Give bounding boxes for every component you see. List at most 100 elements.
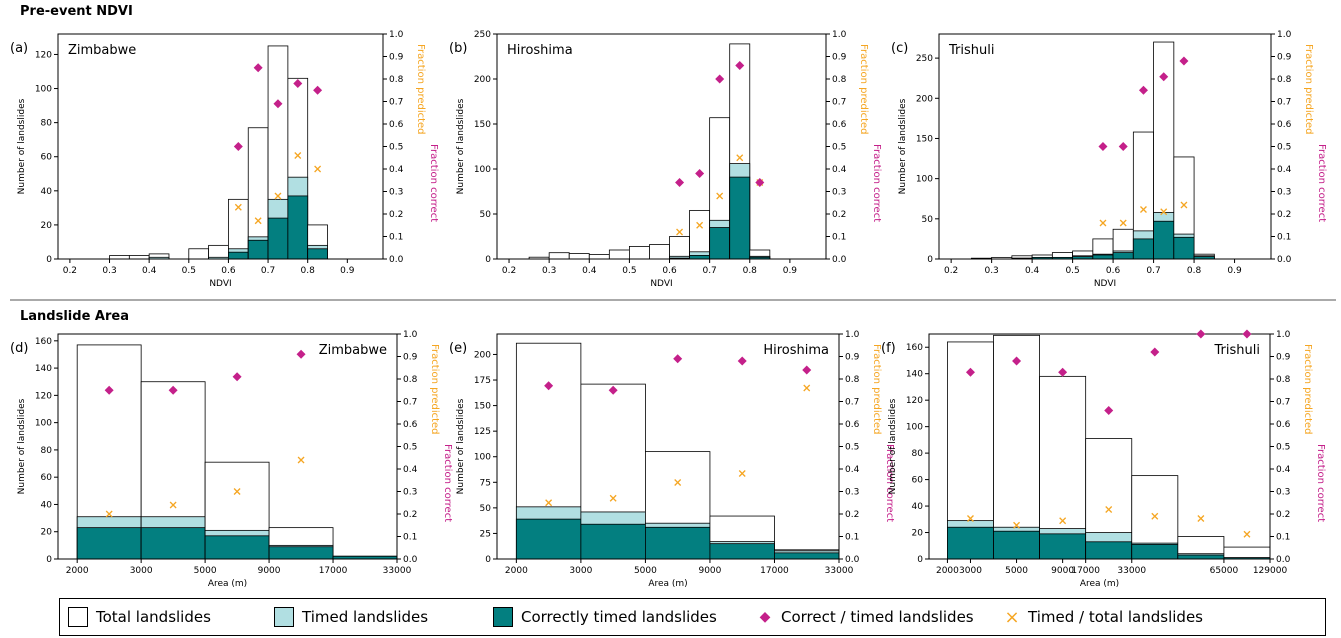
fraction-predicted-marker <box>254 217 262 225</box>
legend-label-frac-correct: Correct / timed landslides <box>781 608 974 626</box>
x-tick-label: 0.6 <box>662 266 677 276</box>
x-tick-label: 65000 <box>1210 566 1239 576</box>
fraction-predicted-marker <box>1160 208 1168 216</box>
y-axis-label: Number of landslides <box>456 398 466 494</box>
fraction-predicted-marker <box>1059 517 1067 525</box>
x-tick-label: 0.4 <box>1025 266 1040 276</box>
y-tick-label: 20 <box>41 221 53 231</box>
fraction-correct-marker <box>755 178 765 187</box>
x-tick-label: 0.7 <box>702 266 716 276</box>
fraction-predicted-marker <box>1197 515 1205 522</box>
y2-tick-label: 0.4 <box>1277 165 1292 175</box>
fraction-predicted-marker <box>736 154 744 162</box>
y2-tick-label: 0.1 <box>845 533 859 543</box>
y2-tick-label: 0.8 <box>403 375 418 385</box>
y-tick-label: 0 <box>485 255 491 265</box>
fraction-predicted-marker <box>105 510 113 518</box>
y2-tick-label: 0.9 <box>403 353 418 363</box>
section-title-area: Landslide Area <box>20 309 129 324</box>
fraction-correct-marker <box>104 385 114 395</box>
cross-stroke <box>254 217 262 225</box>
x-tick-label: 5000 <box>1005 566 1028 576</box>
fraction-correct-marker <box>1118 142 1128 151</box>
y2-axis-label-predicted: Fraction predicted <box>858 44 869 135</box>
bar-correct <box>307 248 328 260</box>
cross-stroke <box>609 494 617 502</box>
fraction-predicted-marker <box>234 203 242 211</box>
legend-item-correct: Correctly timed landslides <box>493 599 717 635</box>
legend-label-timed: Timed landslides <box>302 608 429 626</box>
bar-correct <box>645 526 711 560</box>
y2-tick-label: 0.3 <box>389 188 403 198</box>
y-tick-label: 100 <box>906 423 923 433</box>
bar-total <box>608 249 630 260</box>
bar-correct <box>1112 252 1134 260</box>
x-tick-label: 0.2 <box>63 266 77 276</box>
y2-tick-label: 0.5 <box>832 143 846 153</box>
y-tick-label: 140 <box>906 370 923 380</box>
bar-total <box>669 236 690 260</box>
x-tick-label: 0.7 <box>1146 266 1160 276</box>
x-tick-label: 0.4 <box>142 266 157 276</box>
fraction-correct-marker <box>232 372 242 382</box>
x-axis-label: Area (m) <box>1080 579 1119 589</box>
cross-stroke <box>1197 515 1205 522</box>
y-tick-label: 160 <box>35 337 52 347</box>
bar-correct <box>1131 544 1179 560</box>
chart-a: 0.2 0.3 0.4 0.5 0.6 0.7 0.8 0.9 0 20 40 60 80 100 120 0… <box>10 30 439 289</box>
cross-stroke <box>1140 206 1147 213</box>
diamond-marker-icon: ◆ <box>759 609 771 625</box>
x-tick-label: 5000 <box>194 566 217 576</box>
y-tick-label: 100 <box>35 419 52 429</box>
legend-item-total: Total landslides <box>68 599 211 635</box>
cross-stroke <box>1013 521 1021 529</box>
bar-correct <box>247 239 269 260</box>
y2-tick-label: 0.8 <box>845 375 860 385</box>
y-tick-label: 40 <box>41 500 53 510</box>
y2-tick-label: 0.3 <box>832 188 846 198</box>
y2-tick-label: 0.6 <box>845 420 860 430</box>
y2-tick-label: 1.0 <box>389 30 404 40</box>
y2-tick-label: 0.2 <box>845 510 859 520</box>
bar-correct <box>1173 236 1195 260</box>
x-tick-label: 0.8 <box>1187 266 1202 276</box>
y-tick-label: 50 <box>922 215 934 225</box>
legend-item-timed: Timed landslides <box>274 599 428 635</box>
bar-correct <box>140 527 206 560</box>
y-axis-label: Number of landslides <box>456 98 466 194</box>
y2-tick-label: 0.0 <box>845 555 860 565</box>
y2-tick-label: 1.0 <box>845 330 860 340</box>
y2-axis-label-predicted: Fraction predicted <box>429 344 440 435</box>
y-tick-label: 100 <box>474 165 491 175</box>
fraction-predicted-marker <box>545 499 553 507</box>
legend-label-frac-pred: Timed / total landslides <box>1028 608 1203 626</box>
y2-tick-label: 0.7 <box>1277 98 1291 108</box>
y2-axis-label-predicted: Fraction predicted <box>1303 44 1314 135</box>
fraction-correct-marker <box>1242 329 1252 339</box>
y2-tick-label: 1.0 <box>403 330 418 340</box>
x-axis-label: NDVI <box>650 279 672 289</box>
y-tick-label: 75 <box>480 478 491 488</box>
y2-tick-label: 0.2 <box>389 210 403 220</box>
x-tick-label: 0.2 <box>944 266 958 276</box>
y2-tick-label: 0.0 <box>389 255 404 265</box>
bar-correct <box>228 251 249 260</box>
legend-label-correct: Correctly timed landslides <box>521 608 717 626</box>
y2-axis-label-correct: Fraction correct <box>428 144 439 222</box>
y-tick-label: 80 <box>41 119 53 129</box>
fraction-correct-marker <box>293 79 303 88</box>
y-tick-label: 250 <box>916 54 933 64</box>
bar-correct <box>515 518 582 560</box>
x-tick-label: 3000 <box>959 566 982 576</box>
y-tick-label: 80 <box>912 449 924 459</box>
x-tick-label: 0.8 <box>301 266 316 276</box>
cross-stroke <box>676 228 684 236</box>
y2-axis-label-correct: Fraction correct <box>442 444 453 522</box>
axes-frame <box>57 33 384 260</box>
x-tick-label: 2000 <box>936 566 959 576</box>
fraction-predicted-marker <box>674 479 682 486</box>
bar-correct <box>580 523 646 560</box>
y-tick-label: 120 <box>35 50 52 60</box>
cross-stroke <box>1105 506 1113 513</box>
